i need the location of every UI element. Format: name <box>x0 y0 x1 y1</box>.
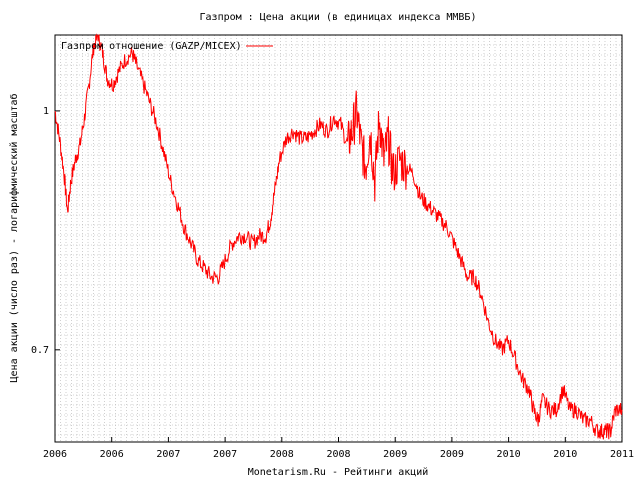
x-tick-label: 2009 <box>383 449 407 460</box>
y-axis-label: Цена акции (число раз) - логарифмический… <box>8 94 20 383</box>
x-tick-label: 2010 <box>553 449 577 460</box>
x-tick-label: 2008 <box>270 449 294 460</box>
x-tick-label: 2008 <box>326 449 350 460</box>
legend: Газпром отношение (GAZP/MICEX) <box>61 41 273 52</box>
y-tick-label: 0.7 <box>31 345 49 356</box>
x-tick-label: 2006 <box>100 449 124 460</box>
y-tick-label: 1 <box>43 106 49 117</box>
x-tick-label: 2010 <box>497 449 521 460</box>
x-tick-label: 2007 <box>213 449 237 460</box>
x-tick-label: 2006 <box>43 449 67 460</box>
chart-title: Газпром : Цена акции (в единицах индекса… <box>200 12 477 23</box>
x-axis: 2006 2006 2007 2007 2008 2008 2009 2009 2010 2010… <box>43 437 634 460</box>
chart-grid <box>55 35 622 442</box>
x-tick-label: 2011 <box>610 449 634 460</box>
y-axis: 0.71 <box>31 106 60 356</box>
plot-frame <box>54 34 623 443</box>
legend-label: Газпром отношение (GAZP/MICEX) <box>61 41 242 52</box>
x-tick-label: 2009 <box>440 449 464 460</box>
x-tick-label: 2007 <box>156 449 180 460</box>
series-line <box>54 33 623 440</box>
x-axis-label: Monetarism.Ru - Рейтинги акций <box>248 466 429 478</box>
